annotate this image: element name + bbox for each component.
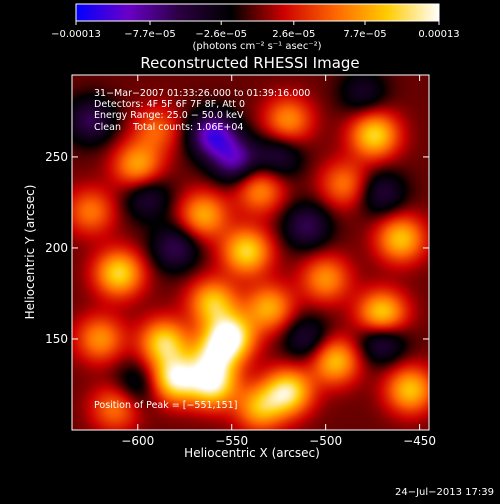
colorbar-tick-label: 7.7e−05 [343, 29, 386, 40]
x-axis-label: Heliocentric X (arcsec) [184, 446, 320, 460]
annotation-detectors: Detectors: 4F 5F 6F 7F 8F, Att 0 [94, 99, 245, 110]
y-axis-label: Heliocentric Y (arcsec) [23, 185, 37, 320]
y-tick-label: 150 [45, 332, 68, 346]
colorbar-tick-label: 2.6e−05 [272, 29, 315, 40]
annotation-peak-position: Position of Peak = [−551,151] [94, 400, 237, 411]
colorbar-tick-label: −7.7e−05 [124, 29, 176, 40]
axis-ticks: −600 −550 −500 −450 150 200 250 [45, 75, 436, 448]
colorbar: −0.00013 −7.7e−05 −2.6e−05 2.6e−05 7.7e−05 0.… [51, 3, 460, 52]
x-tick-label: −450 [403, 434, 436, 448]
colorbar-tick-label: −0.00013 [51, 29, 101, 40]
colorbar-units-label: (photons cm⁻² s⁻¹ asec⁻²) [192, 41, 321, 52]
colorbar-gradient [75, 3, 440, 22]
colorbar-tick-label: 0.00013 [418, 29, 459, 40]
annotation-clean-counts: Clean Total counts: 1.06E+04 [94, 122, 243, 133]
annotation-time-range: 31−Mar−2007 01:33:26.000 to 01:39:16.000 [94, 88, 310, 99]
y-tick-label: 200 [45, 241, 68, 255]
x-tick-label: −600 [121, 434, 154, 448]
plot-frame [71, 74, 430, 431]
colorbar-tick-label: −2.6e−05 [195, 29, 247, 40]
y-tick-label: 250 [45, 150, 68, 164]
chart-title: Reconstructed RHESSI Image [140, 54, 359, 72]
footer-timestamp: 24−Jul−2013 17:39 [395, 487, 494, 498]
annotation-energy-range: Energy Range: 25.0 − 50.0 keV [94, 110, 244, 121]
x-tick-label: −550 [215, 434, 248, 448]
info-annotations: 31−Mar−2007 01:33:26.000 to 01:39:16.000… [94, 88, 310, 411]
colorbar-ticks: −0.00013 −7.7e−05 −2.6e−05 2.6e−05 7.7e−05 0.… [51, 21, 460, 40]
image-plot-area: −600 −550 −500 −450 150 200 250 [45, 74, 436, 448]
x-tick-label: −500 [309, 434, 342, 448]
